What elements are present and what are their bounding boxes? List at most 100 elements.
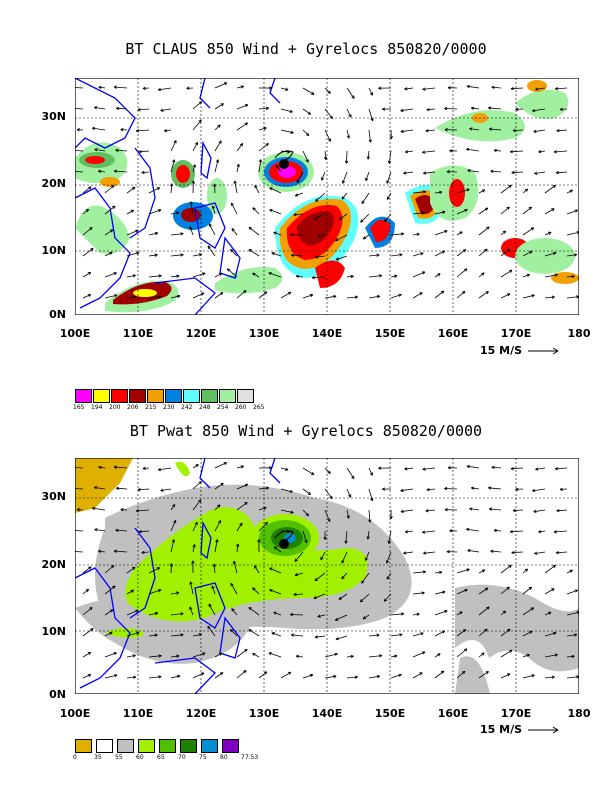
- wind-vector-head: [285, 467, 289, 471]
- wind-vector-head: [548, 611, 552, 615]
- wind-vector-head: [535, 87, 539, 91]
- wind-vector-head: [399, 633, 403, 637]
- wind-vector: [544, 208, 555, 215]
- wind-vector-head: [275, 164, 279, 169]
- wind-vector: [75, 530, 84, 532]
- wind-vector-head: [370, 117, 374, 122]
- wind-vector: [268, 272, 282, 278]
- top-legend-value: 200: [109, 404, 121, 411]
- wind-vector: [544, 231, 552, 236]
- wind-vector-head: [528, 586, 533, 590]
- wind-vector: [422, 150, 436, 153]
- wind-vector-head: [137, 488, 141, 492]
- wind-vector-head: [529, 630, 533, 634]
- wind-vector-head: [333, 294, 337, 299]
- wind-vector: [522, 630, 533, 637]
- wind-vector: [170, 634, 184, 637]
- top-xlabel-170e: 170E: [500, 327, 532, 340]
- wind-vector: [314, 572, 326, 582]
- wind-vector: [214, 482, 224, 490]
- wind-vector: [434, 610, 448, 616]
- wind-vector: [434, 670, 445, 679]
- wind-vector-head: [109, 251, 113, 255]
- wind-vector: [192, 119, 202, 131]
- top-xlabel-180: 180: [567, 327, 591, 340]
- wind-vector-head: [192, 544, 196, 548]
- wind-vector: [214, 539, 218, 553]
- wind-vector-head: [394, 274, 398, 278]
- wind-vector-head: [226, 268, 231, 272]
- wind-vector: [368, 254, 380, 257]
- wind-vector: [456, 290, 466, 299]
- wind-vector: [148, 296, 162, 299]
- wind-vector: [425, 509, 436, 512]
- wind-vector-head: [273, 611, 277, 615]
- wind-vector-head: [438, 190, 443, 195]
- wind-vector-head: [218, 140, 222, 144]
- wind-vector: [368, 634, 380, 637]
- wind-vector: [248, 249, 260, 257]
- wind-vector-head: [269, 567, 273, 571]
- wind-vector: [75, 108, 84, 110]
- wind-vector: [478, 671, 489, 679]
- wind-vector: [170, 233, 184, 236]
- wind-vector-head: [109, 609, 114, 613]
- wind-vector-head: [481, 652, 485, 656]
- wind-vector: [412, 191, 426, 194]
- wind-vector: [82, 294, 91, 299]
- wind-vector-head: [109, 229, 114, 233]
- wind-vector: [493, 529, 502, 532]
- wind-vector: [412, 632, 424, 637]
- wind-vector-head: [293, 212, 297, 217]
- wind-vector: [126, 609, 139, 616]
- wind-vector-head: [115, 148, 119, 152]
- wind-vector: [368, 655, 382, 658]
- wind-vector: [566, 611, 579, 616]
- wind-vector: [189, 226, 194, 236]
- wind-vector-head: [484, 248, 488, 252]
- bottom-ylabel-10n: 10N: [41, 625, 66, 638]
- wind-vector-head: [202, 652, 206, 656]
- wind-vector-head: [189, 606, 193, 610]
- wind-vector-head: [207, 625, 211, 630]
- wind-vector-head: [154, 231, 159, 236]
- wind-vector: [467, 549, 480, 553]
- wind-vector-head: [469, 127, 473, 131]
- wind-vector: [190, 201, 194, 215]
- wind-vector-head: [90, 248, 94, 252]
- wind-vector-head: [511, 170, 515, 175]
- wind-vector: [361, 572, 370, 584]
- wind-vector: [456, 231, 463, 236]
- wind-vector-head: [484, 587, 489, 591]
- wind-vector: [142, 87, 150, 89]
- wind-vector: [335, 234, 348, 242]
- wind-vector-head: [230, 582, 234, 587]
- wind-vectors: [75, 82, 579, 299]
- wind-vector: [500, 628, 511, 637]
- wind-vector: [192, 164, 196, 173]
- wind-vector: [386, 551, 392, 564]
- wind-vector-head: [366, 156, 371, 160]
- wind-vector-head: [463, 268, 468, 272]
- wind-vector-head: [532, 108, 536, 113]
- wind-vector-head: [404, 467, 408, 471]
- wind-vector-head: [462, 629, 467, 633]
- wind-vector: [275, 164, 282, 173]
- wind-vector: [236, 290, 247, 299]
- wind-vector-head: [176, 274, 180, 278]
- wind-vector-head: [305, 159, 309, 163]
- wind-vector-head: [532, 488, 536, 493]
- wind-vector-head: [311, 275, 315, 280]
- wind-vector: [302, 509, 309, 517]
- wind-vector-head: [180, 232, 184, 236]
- wind-vector-head: [459, 611, 463, 615]
- wind-vector-head: [552, 564, 556, 569]
- wind-vector: [365, 551, 370, 561]
- top-legend-value: 248: [199, 404, 211, 411]
- wind-vector-head: [137, 108, 141, 112]
- wind-vector: [291, 634, 304, 637]
- top-legend-value: 165: [73, 404, 85, 411]
- wind-vector-head: [327, 518, 331, 522]
- wind-vector: [126, 676, 136, 679]
- wind-vector: [324, 295, 337, 299]
